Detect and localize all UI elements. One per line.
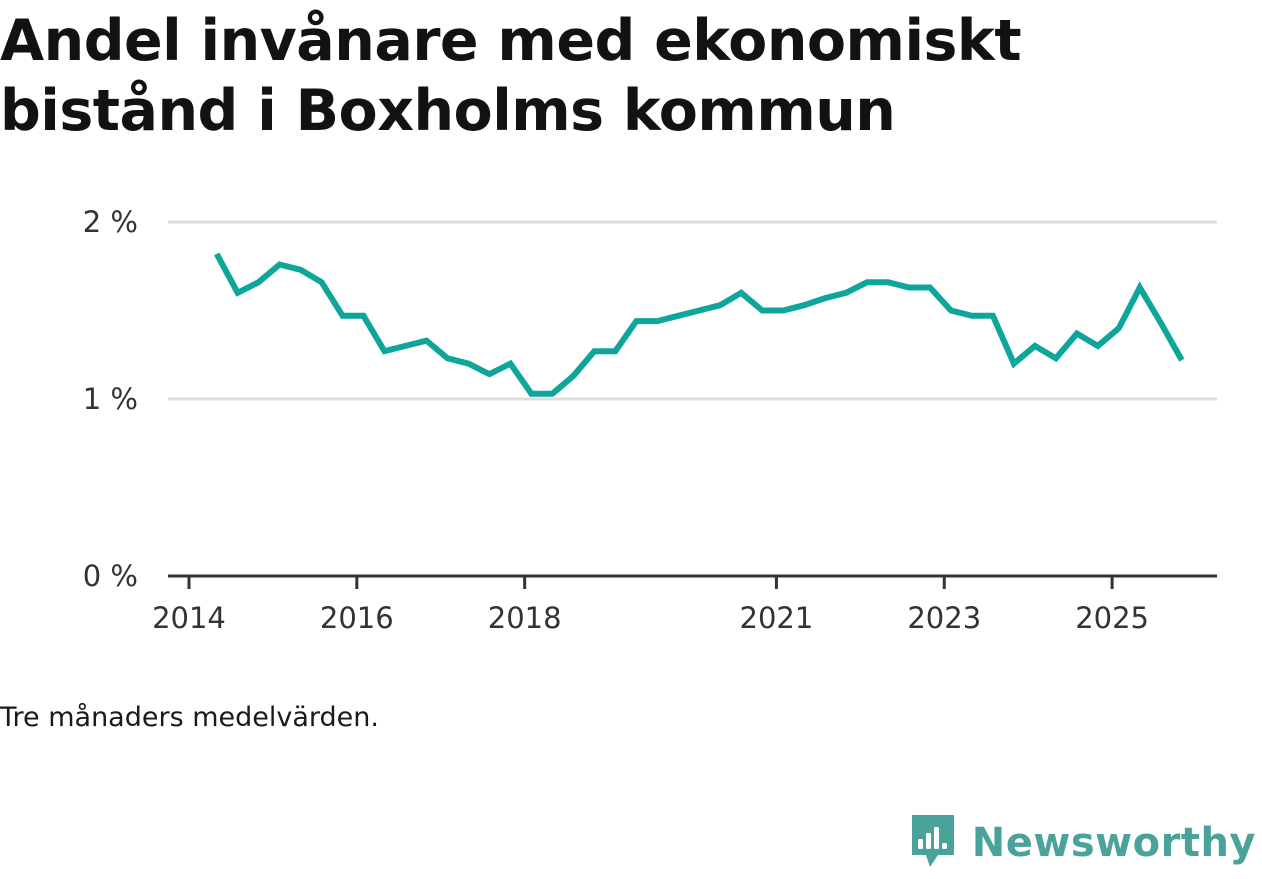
x-tick-label: 2014 [152, 601, 226, 635]
series-layer [214, 252, 1185, 397]
y-axis-ticks: 0 % 1 % 2 % [83, 205, 138, 593]
grid-lines [168, 220, 1217, 401]
brand: Newsworthy [908, 811, 1256, 875]
y-tick-label: 1 % [83, 382, 138, 416]
x-tick-label: 2025 [1075, 601, 1149, 635]
newsworthy-logo-icon [908, 811, 958, 875]
x-axis-ticks: 2014 2016 2018 2021 2023 2025 [152, 576, 1149, 635]
y-tick-label: 0 % [83, 559, 138, 593]
x-tick-label: 2023 [907, 601, 981, 635]
line-chart: 0 % 1 % 2 % 2014 2016 2018 2021 2023 2025 [83, 205, 1217, 635]
x-tick-label: 2021 [740, 601, 814, 635]
brand-name: Newsworthy [971, 820, 1256, 866]
series-line [214, 252, 1185, 397]
x-tick-label: 2018 [488, 601, 562, 635]
x-tick-label: 2016 [320, 601, 394, 635]
chart-footnote: Tre månaders medelvärden. [0, 702, 379, 733]
y-tick-label: 2 % [83, 205, 138, 239]
page-title: Andel invånare med ekonomiskt bistånd i … [0, 8, 1022, 144]
